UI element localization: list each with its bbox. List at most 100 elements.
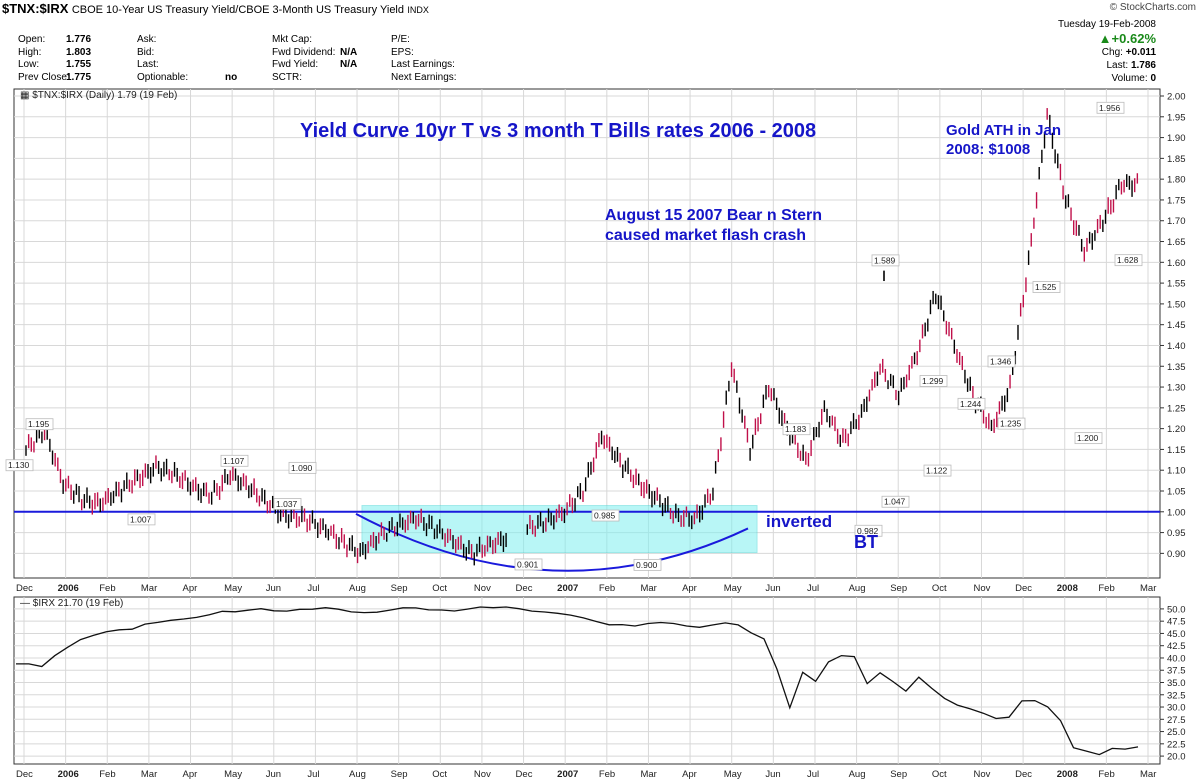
x-tick-label: Sep [391,769,408,780]
x-tick-label: Mar [640,583,656,594]
x-tick-label: 2006 [58,769,79,780]
y-tick-label: 0.95 [1167,528,1186,539]
x-tick-label: 2008 [1057,769,1078,780]
y-tick-label: 1.70 [1167,216,1186,227]
quote-label: Last Earnings: [391,59,455,70]
y-tick-label: 1.40 [1167,341,1186,352]
y-tick-label: 1.95 [1167,112,1186,123]
data-label: 1.195 [28,419,50,429]
x-tick-label: Apr [682,769,697,780]
data-label-box [1074,432,1103,445]
gold-annotation: Gold ATH in Jan 2008: $1008 [946,121,1061,159]
quote-label: Prev Close: [18,71,70,83]
data-label-box [987,355,1016,368]
data-label-box [919,375,948,387]
data-label: 1.183 [785,424,807,434]
x-tick-label: 2008 [1057,583,1078,594]
x-tick-label: Dec [16,583,33,594]
data-label: 1.589 [874,255,896,265]
chart-header: $TNX:$IRX CBOE 10-Year US Treasury Yield… [2,1,429,16]
x-tick-label: Dec [1015,769,1032,780]
x-tick-label: Mar [141,769,157,780]
x-tick-label: 2007 [557,583,578,594]
volume-label: Volume: [1111,73,1148,84]
quote-label: Open: [18,34,46,45]
x-tick-label: Feb [99,769,115,780]
chart-annotation-title: Yield Curve 10yr T vs 3 month T Bills ra… [300,120,817,142]
data-label-box [871,254,900,267]
change-row: Chg: +0.011 [1102,47,1156,58]
x-tick-label: Mar [1140,583,1156,594]
panel-label: ▦ $TNX:$IRX (Daily) 1.79 (19 Feb) [20,90,177,101]
x-tick-label: Sep [890,583,907,594]
x-tick-label: Feb [99,583,115,594]
up-arrow-icon: ▲ [1098,31,1112,46]
change-percent-row: ▲+0.62% [1099,31,1156,46]
quote-value: no [225,71,238,83]
y-tick-label: 1.85 [1167,154,1186,165]
data-label-box [957,397,986,410]
symbol-description: CBOE 10-Year US Treasury Yield/CBOE 3-Mo… [71,4,404,16]
y-tick-label: 1.15 [1167,445,1186,456]
quote-value: N/A [340,59,358,70]
bear-stearns-annotation: August 15 2007 Bear n Stern caused marke… [605,206,822,246]
x-tick-label: Dec [516,583,533,594]
data-label: 1.200 [1077,433,1099,443]
change-label: Chg: [1101,47,1123,58]
data-label: 1.007 [130,514,152,524]
y-tick-label: 1.50 [1167,299,1186,310]
data-label: 1.299 [922,376,944,386]
x-tick-label: Oct [932,583,947,594]
x-tick-label: Sep [391,583,408,594]
data-label: 1.090 [291,463,313,473]
data-label: 0.900 [636,560,658,570]
x-tick-label: Jul [807,583,819,594]
data-label: 1.130 [8,460,30,470]
data-label: 1.122 [926,466,948,476]
data-label: 0.985 [594,511,616,521]
quote-value: 1.776 [66,34,92,45]
x-tick-label: Oct [432,769,447,780]
bear-annotation-line-1: August 15 2007 Bear n Stern [605,207,822,224]
y-tick-label: 42.5 [1167,641,1186,652]
quote-label: Last: [137,59,159,70]
volume-value: 0 [1150,73,1156,84]
quote-label: Fwd Yield: [272,59,319,70]
x-tick-label: Feb [599,583,615,594]
y-tick-label: 2.00 [1167,92,1186,103]
bear-annotation-line-2: caused market flash crash [605,227,806,244]
y-tick-label: 47.5 [1167,617,1186,628]
panel-label: — $IRX 21.70 (19 Feb) [20,598,123,609]
x-tick-label: Jul [307,583,319,594]
x-tick-label: Nov [973,583,990,594]
x-tick-label: Aug [849,769,866,780]
y-tick-label: 1.05 [1167,487,1186,498]
gold-annotation-line-2: 2008: $1008 [946,141,1031,158]
data-label-box [1096,101,1125,114]
irx-series-line [16,606,1139,756]
y-tick-label: 27.5 [1167,715,1186,726]
data-label-box [127,513,156,526]
quote-label: SCTR: [272,71,302,83]
bt-annotation: BT [854,532,878,552]
quote-label: Fwd Dividend: [272,46,336,58]
data-label-box [881,495,910,508]
data-label-box [633,558,662,571]
x-tick-label: Feb [1098,583,1114,594]
x-tick-label: Mar [141,583,157,594]
y-tick-label: 1.60 [1167,258,1186,269]
x-tick-label: Aug [349,769,366,780]
x-tick-label: Nov [973,769,990,780]
data-label: 1.244 [960,399,982,409]
quote-label: EPS: [391,46,414,58]
quote-value: N/A [340,46,358,58]
gold-annotation-line-1: Gold ATH in Jan [946,122,1061,139]
data-label-box [591,509,620,522]
y-tick-label: 37.5 [1167,666,1186,677]
quote-label: Optionable: [137,71,189,83]
x-tick-label: Dec [516,769,533,780]
y-tick-label: 1.00 [1167,507,1186,518]
x-tick-label: May [224,583,242,594]
quote-value: 1.803 [66,46,92,58]
